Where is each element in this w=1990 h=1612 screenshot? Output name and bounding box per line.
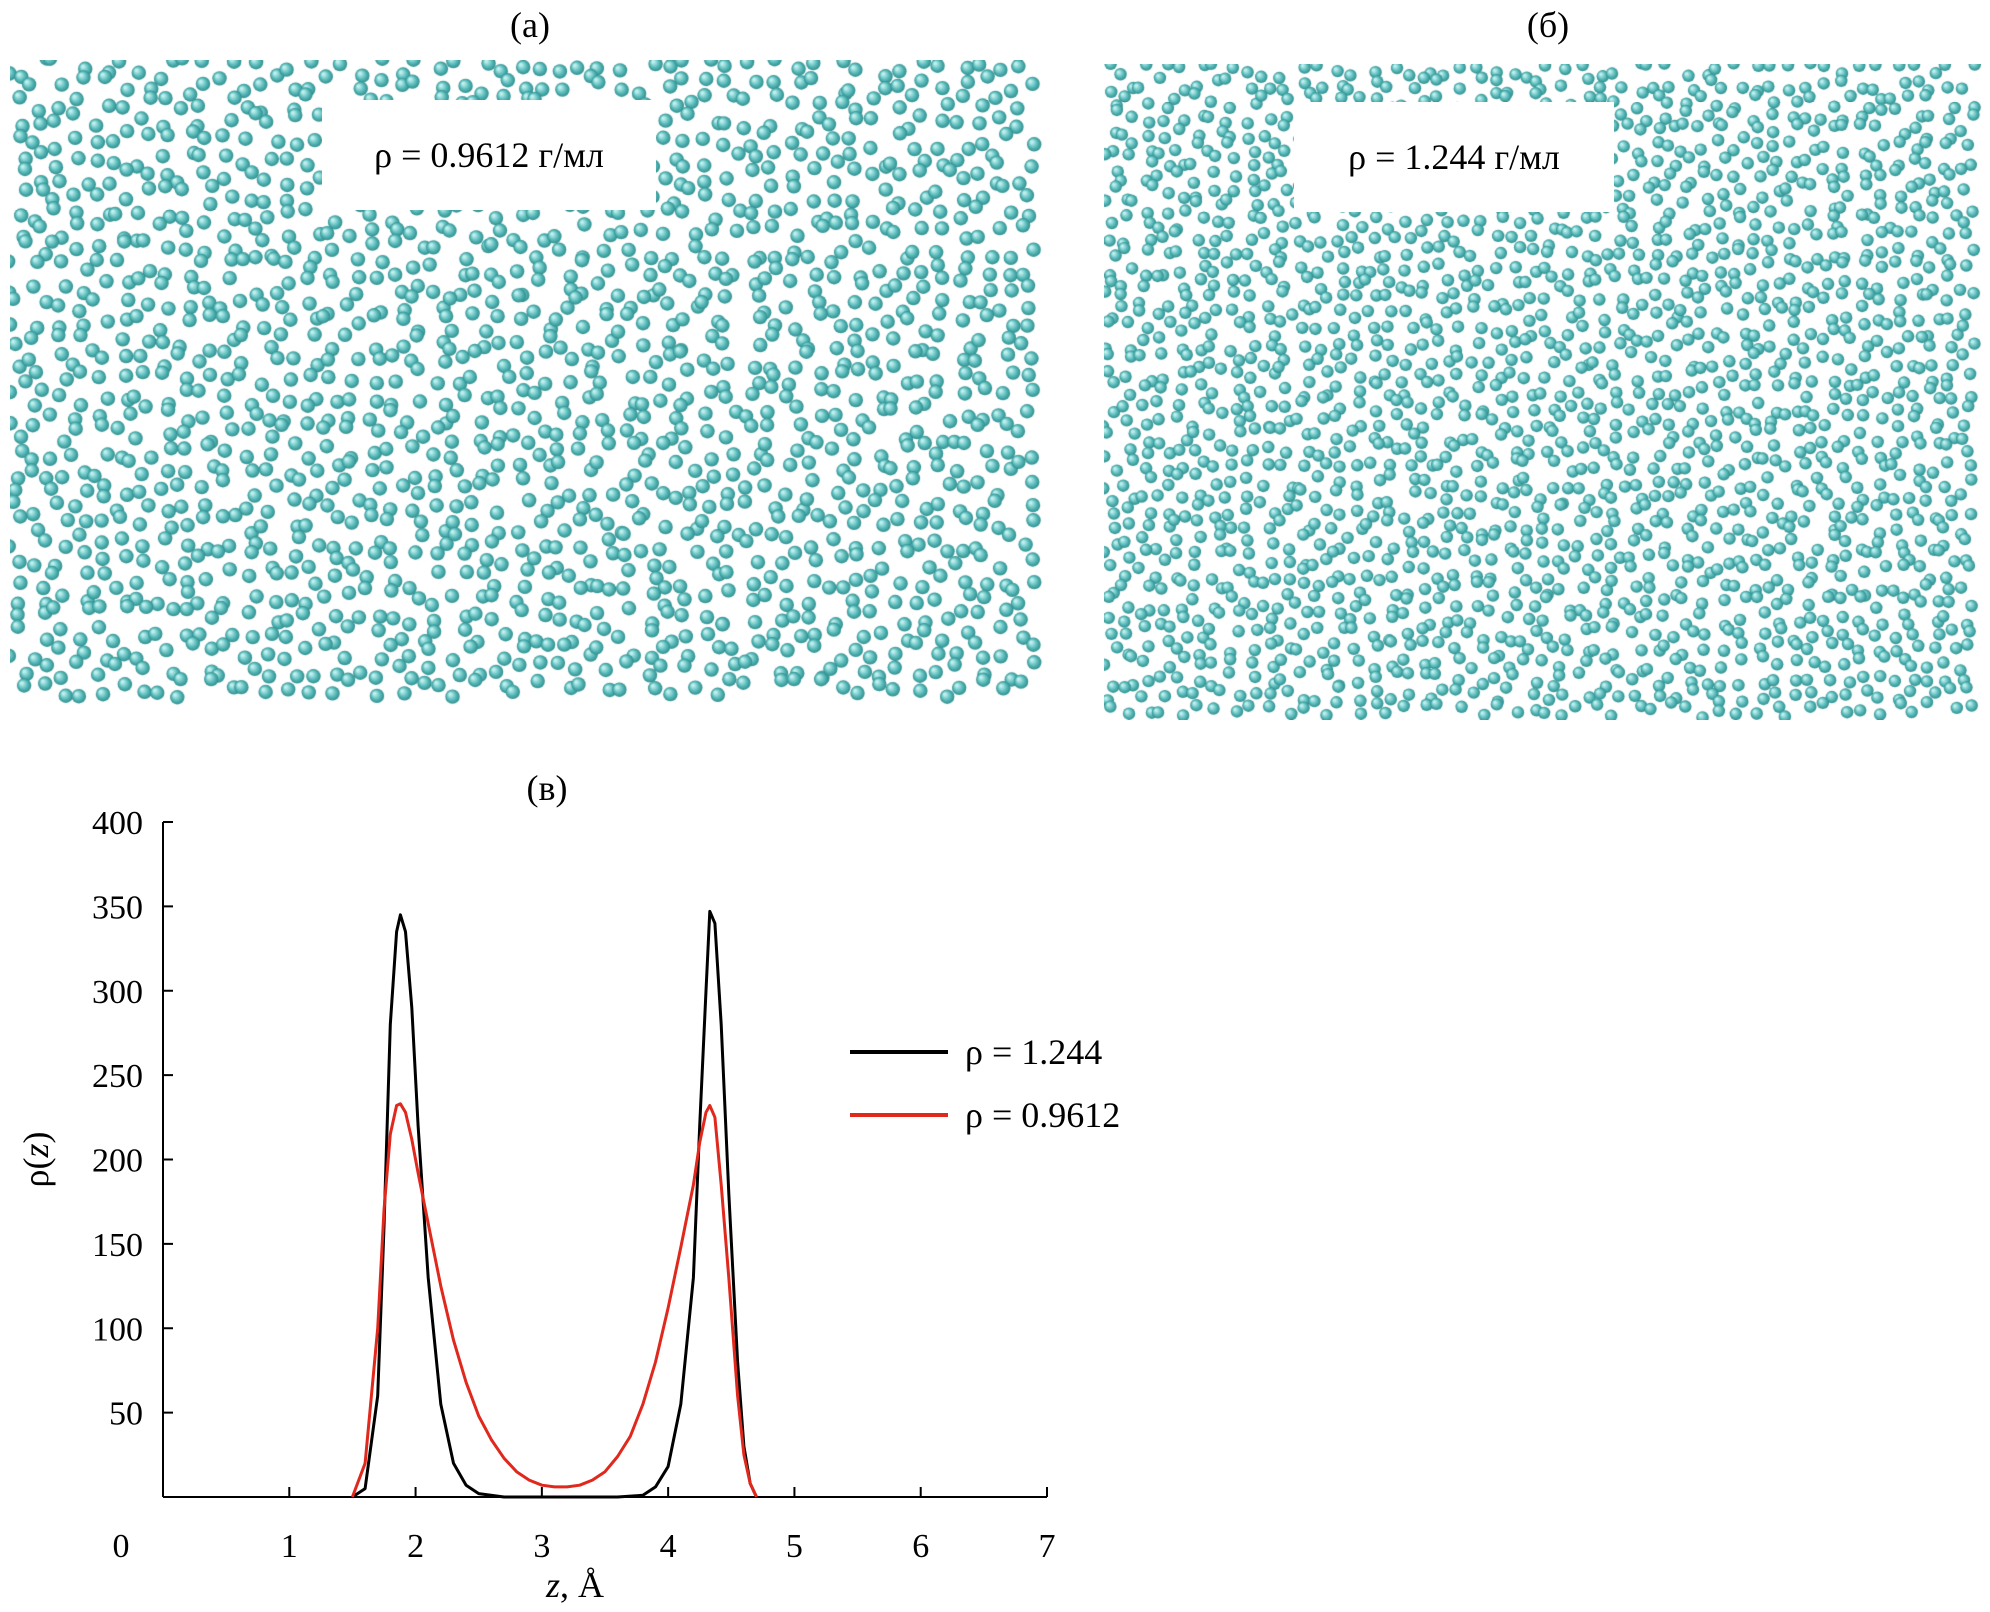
y-tick-label: 50 bbox=[109, 1396, 143, 1433]
series-lines bbox=[350, 909, 758, 1499]
x-tick-label: 3 bbox=[533, 1528, 550, 1565]
y-tick-label: 200 bbox=[92, 1143, 143, 1180]
x-tick-label: 7 bbox=[1039, 1528, 1056, 1565]
y-tick-label: 250 bbox=[92, 1058, 143, 1095]
x-tick-label: 6 bbox=[912, 1528, 929, 1565]
y-tick-label: 100 bbox=[92, 1311, 143, 1348]
x-axis-label: z, Å bbox=[545, 1565, 604, 1605]
panel-label-b: (б) bbox=[1526, 5, 1570, 45]
x-tick-label: 4 bbox=[660, 1528, 677, 1565]
x-tick-label: 2 bbox=[407, 1528, 424, 1565]
y-tick-label: 300 bbox=[92, 974, 143, 1011]
y-tick-label: 400 bbox=[92, 805, 143, 842]
legend-label-1: ρ = 0.9612 bbox=[965, 1095, 1120, 1135]
panel-label-a: (а) bbox=[510, 5, 550, 45]
x-tick-label: 0 bbox=[113, 1528, 130, 1565]
snapshot-a: ρ = 0.9612 г/мл bbox=[10, 60, 1052, 712]
panel-label-c: (в) bbox=[527, 768, 568, 808]
legend-label-0: ρ = 1.244 bbox=[965, 1032, 1102, 1072]
y-tick-label: 350 bbox=[92, 889, 143, 926]
y-tick-label: 150 bbox=[92, 1227, 143, 1264]
axes: 0 1 2 3 4 5 6 7 50 100 150 200 250 300 350 400 z, Å ρ(z) bbox=[16, 805, 1056, 1605]
series-line-1 bbox=[350, 1102, 758, 1498]
x-tick-label: 5 bbox=[786, 1528, 803, 1565]
density-label-b: ρ = 1.244 г/мл bbox=[1294, 102, 1614, 212]
snapshot-b: ρ = 1.244 г/мл bbox=[1104, 64, 1986, 720]
density-label-a: ρ = 0.9612 г/мл bbox=[322, 100, 656, 210]
density-profile-chart: (в) 0 1 2 3 4 5 6 7 50 100 150 200 250 300 350 400 z, Å ρ… bbox=[16, 768, 1120, 1605]
y-axis-label: ρ(z) bbox=[16, 1132, 56, 1188]
series-line-0 bbox=[351, 909, 758, 1499]
x-tick-label: 1 bbox=[281, 1528, 298, 1565]
legend: ρ = 1.244 ρ = 0.9612 bbox=[850, 1032, 1120, 1135]
